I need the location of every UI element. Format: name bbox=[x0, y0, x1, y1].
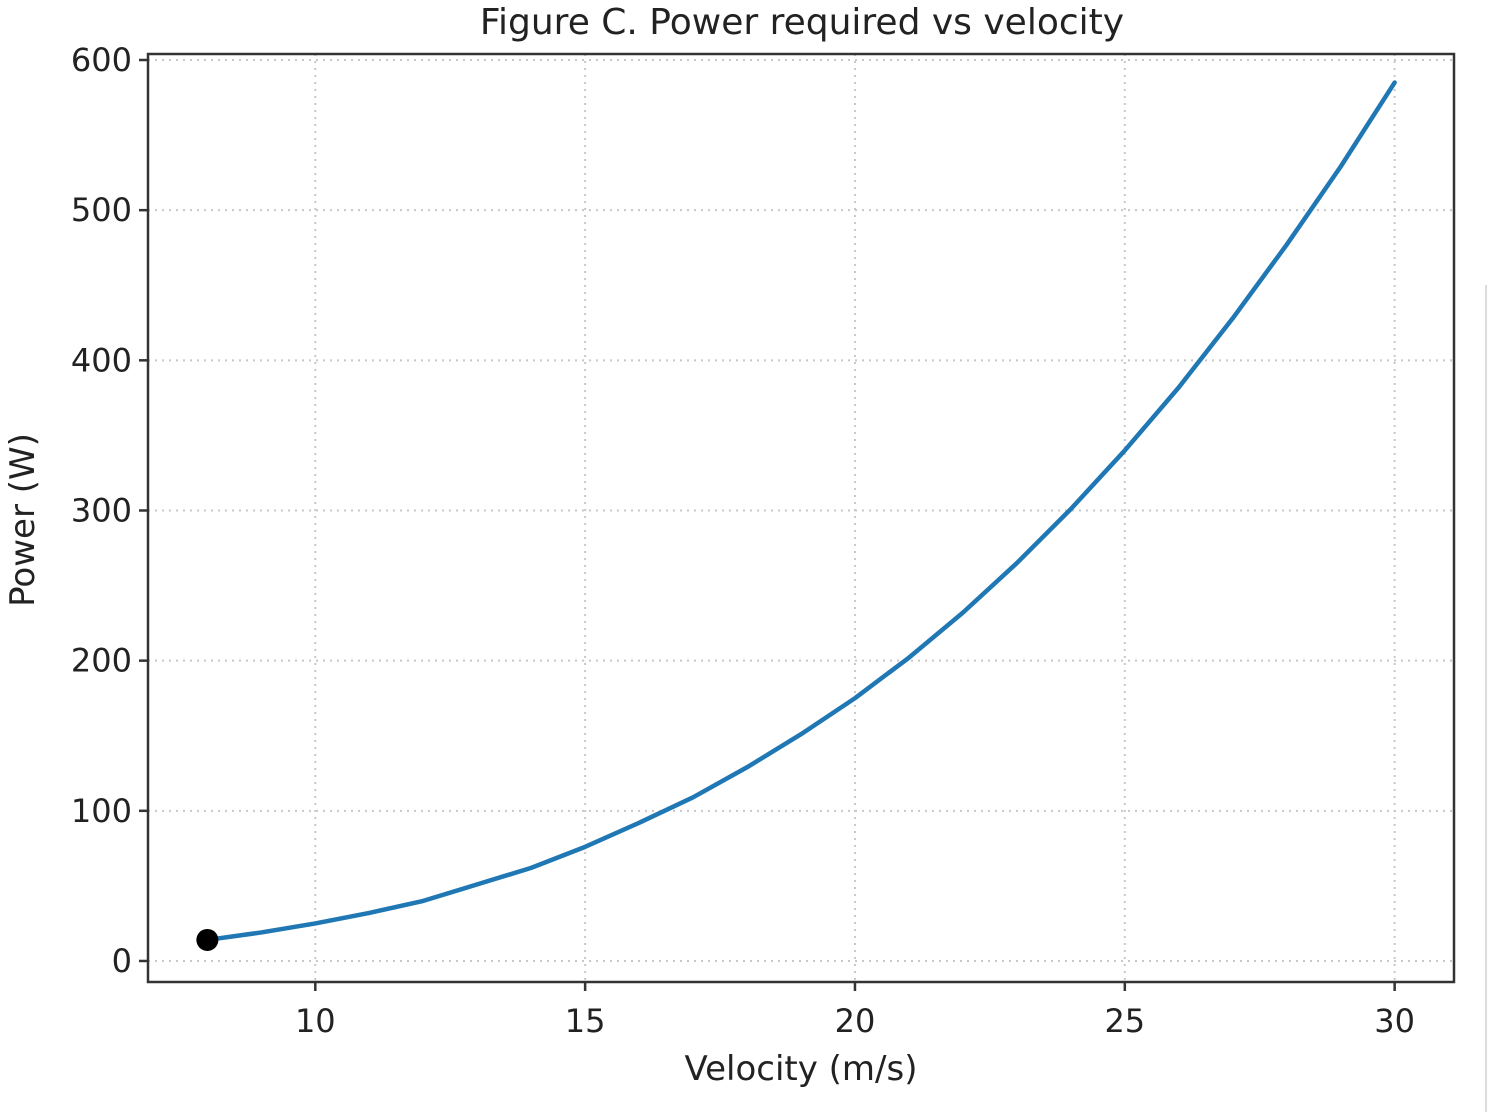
y-tick-label: 600 bbox=[71, 41, 132, 79]
y-tick-label: 500 bbox=[71, 191, 132, 229]
power-curve-line bbox=[205, 80, 1397, 943]
y-axis-ticks: 0 100 200 300 400 500 600 bbox=[71, 41, 148, 980]
start-point-marker bbox=[196, 928, 219, 951]
plot-frame bbox=[146, 52, 1456, 984]
x-tick-label: 30 bbox=[1374, 1002, 1415, 1040]
y-tick-label: 0 bbox=[112, 942, 132, 980]
x-tick-label: 20 bbox=[835, 1002, 876, 1040]
x-tick-label: 10 bbox=[295, 1002, 336, 1040]
x-axis-ticks: 10 15 20 25 30 bbox=[295, 982, 1415, 1040]
x-tick-label: 25 bbox=[1104, 1002, 1145, 1040]
y-tick-label: 400 bbox=[71, 341, 132, 379]
x-tick-label: 15 bbox=[565, 1002, 606, 1040]
y-tick-label: 200 bbox=[71, 642, 132, 680]
x-axis-label: Velocity (m/s) bbox=[684, 1049, 917, 1089]
y-tick-label: 300 bbox=[71, 491, 132, 529]
series-layer bbox=[196, 80, 1397, 951]
y-axis-label: Power (W) bbox=[3, 433, 43, 607]
grid-lines bbox=[148, 54, 1454, 982]
chart-title: Figure C. Power required vs velocity bbox=[480, 2, 1124, 43]
y-tick-label: 100 bbox=[71, 792, 132, 830]
